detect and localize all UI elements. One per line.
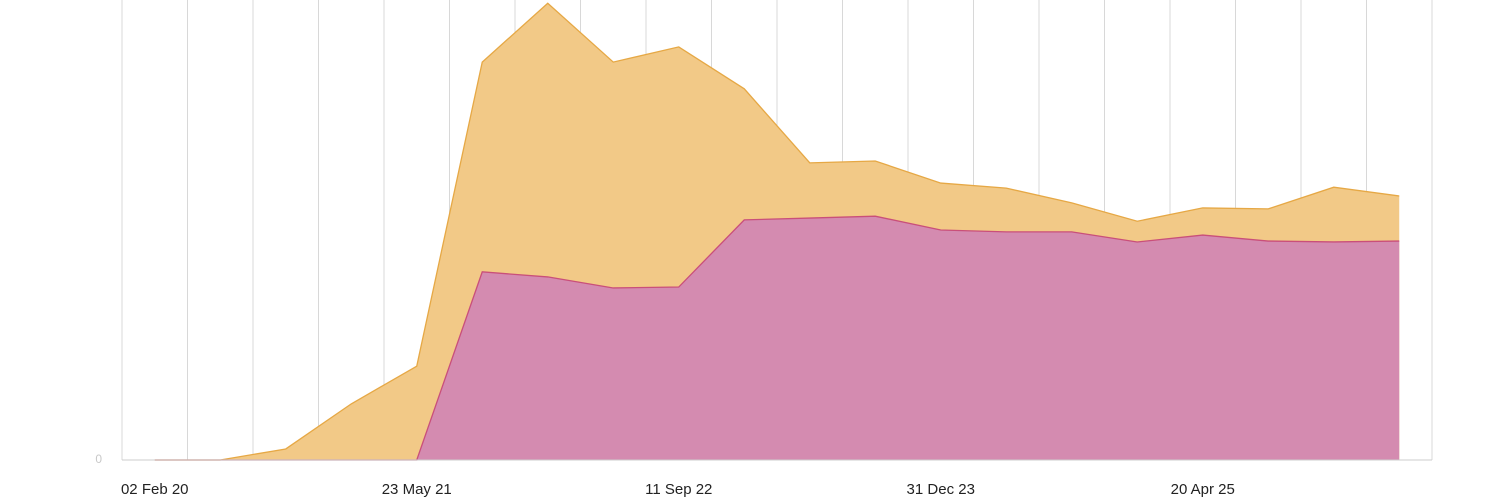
- area-line: [154, 2, 1400, 461]
- y-tick-label: 0: [95, 452, 102, 466]
- x-tick-label: 31 Dec 23: [907, 481, 975, 498]
- area: [154, 216, 1400, 460]
- x-tick-label: 02 Feb 20: [121, 481, 189, 498]
- x-tick-label: 11 Sep 22: [645, 481, 712, 498]
- x-tick-label: 20 Apr 25: [1171, 481, 1235, 498]
- x-tick-label: 23 May 21: [382, 481, 452, 498]
